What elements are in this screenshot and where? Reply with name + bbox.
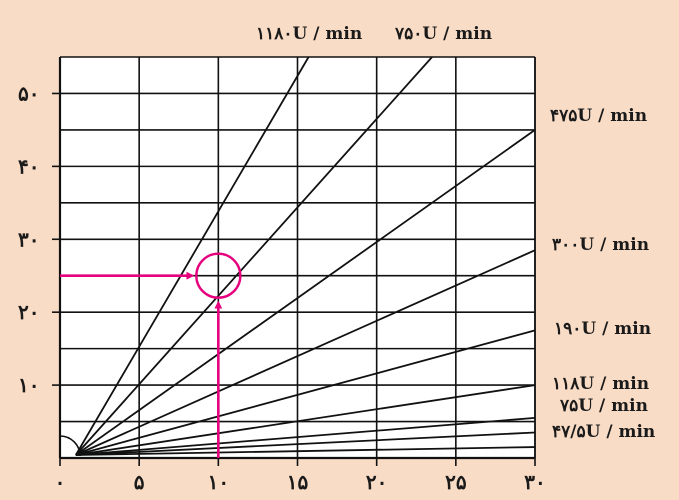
y-tick-label: ۵۰ [18, 81, 39, 105]
series-line [75, 56, 310, 456]
y-tick-label: ۳۰ [18, 227, 39, 251]
series-line [75, 417, 536, 456]
series-line [75, 56, 433, 456]
x-tick-label: ۰ [55, 470, 66, 494]
series-line [75, 329, 536, 456]
x-tick-label: ۲۵ [445, 470, 467, 494]
series-line [75, 446, 536, 456]
series-line [75, 431, 536, 456]
series-line [75, 249, 536, 456]
y-tick-label: ۱۰ [18, 373, 39, 397]
series-line [75, 384, 536, 456]
series-label: ۴۷/۵U / min [552, 422, 655, 442]
x-tick-label: ۱۵ [287, 470, 309, 494]
x-tick-label: ۱۰ [208, 470, 229, 494]
series-label: ۱۹۰U / min [554, 319, 651, 339]
series-label: ۱۱۸۰U / min [256, 24, 362, 44]
x-tick-label: ۲۰ [366, 470, 387, 494]
series-label: ۳۰۰U / min [552, 235, 649, 255]
series-line [75, 129, 536, 456]
x-tick-label: ۵ [134, 470, 145, 494]
series-label: ۱۱۸U / min [552, 374, 649, 394]
x-tick-label: ۳۰ [524, 470, 545, 494]
y-tick-label: ۴۰ [18, 154, 39, 178]
reading-circle [195, 252, 242, 299]
series-label: ۴۷۵U / min [550, 106, 647, 126]
series-label: ۷۵۰U / min [394, 24, 492, 44]
y-tick-label: ۲۰ [18, 300, 39, 324]
series-label: ۷۵U / min [559, 396, 648, 416]
